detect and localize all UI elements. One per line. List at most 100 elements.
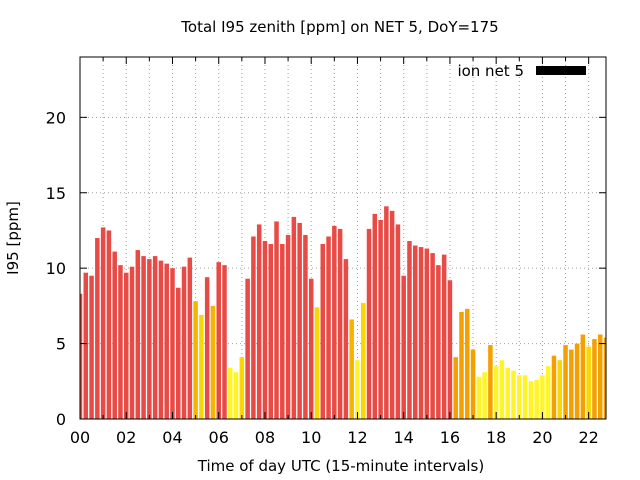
bar [372,213,378,419]
x-tick-label: 22 [578,428,598,447]
bar [95,238,100,419]
legend-swatch [536,66,586,75]
bar [337,228,343,419]
bar [280,244,285,419]
bar [187,257,193,419]
x-tick-label: 10 [301,428,321,447]
bar [389,210,395,419]
bar [320,244,326,419]
bar [407,241,412,419]
bar [245,278,250,419]
bar [517,375,522,419]
bar [297,222,302,419]
bar [112,251,117,419]
bar [291,216,297,419]
bar [326,236,331,419]
plot-frame [79,56,607,420]
bar [349,319,354,419]
bar [181,266,187,419]
x-tick-label: 20 [532,428,552,447]
x-tick-label: 00 [70,428,90,447]
bar [303,234,308,419]
bar [499,360,505,419]
bar [511,370,516,419]
bar [603,337,606,419]
bar [551,355,557,419]
bar [256,224,262,419]
bar [170,268,175,419]
bar [592,339,597,419]
bar [355,360,360,419]
bar [488,345,493,419]
bar [233,372,239,419]
bar [314,307,320,419]
bar [557,360,563,419]
bar [436,265,441,419]
bar [453,357,458,419]
bar [418,247,424,419]
bar [216,262,221,419]
bar [378,219,383,419]
bar [482,372,487,419]
bars [80,206,606,420]
bar [528,381,534,419]
bar [563,345,568,419]
bar [152,256,158,419]
x-axis-title: Time of day UTC (15-minute intervals) [197,457,484,475]
bar [164,263,169,419]
bar [100,227,106,419]
grid [80,57,606,419]
x-tick-label: 14 [394,428,414,447]
bar [545,366,551,419]
bar [135,250,141,419]
bar [308,278,314,419]
y-tick-label: 10 [46,259,66,278]
bar [158,260,164,420]
bar [199,314,204,419]
bar [534,379,539,419]
bar [430,253,435,419]
bar [493,366,499,419]
y-axis-title: I95 [ppm] [4,201,22,275]
y-tick-label: 20 [46,108,66,127]
bar [505,367,510,419]
x-tick-label: 02 [116,428,136,447]
y-tick-labels: 0 5 10 15 20 [46,108,66,429]
bar [80,293,83,419]
bar [222,265,227,419]
bar [268,244,273,419]
bar [89,275,94,419]
bar [193,301,198,419]
bar [129,266,135,419]
legend-label: ion net 5 [457,62,524,80]
y-tick-label: 15 [46,184,66,203]
bar [395,224,401,419]
bar [470,349,476,419]
x-tick-label: 18 [486,428,506,447]
bar [106,230,112,419]
ticks [79,57,606,420]
bar [176,287,181,419]
bar [413,245,418,419]
bar [228,367,233,419]
legend: ion net 5 [457,62,586,80]
bar [384,206,389,419]
bar [118,265,123,419]
bar [459,311,464,419]
bar [251,236,256,419]
y-tick-label: 5 [56,335,66,354]
bar [332,225,337,419]
x-tick-label: 12 [347,428,367,447]
bar [147,259,152,419]
bar [274,221,279,419]
x-tick-label: 16 [440,428,460,447]
x-tick-labels: 00 02 04 06 08 10 12 14 16 18 20 22 [70,428,599,447]
bar [441,254,447,419]
x-tick-label: 08 [255,428,275,447]
bar [366,228,372,419]
bar [123,272,129,419]
bar [569,349,574,419]
chart-title: Total I95 zenith [ppm] on NET 5, DoY=175 [180,18,498,36]
bar [580,334,586,419]
